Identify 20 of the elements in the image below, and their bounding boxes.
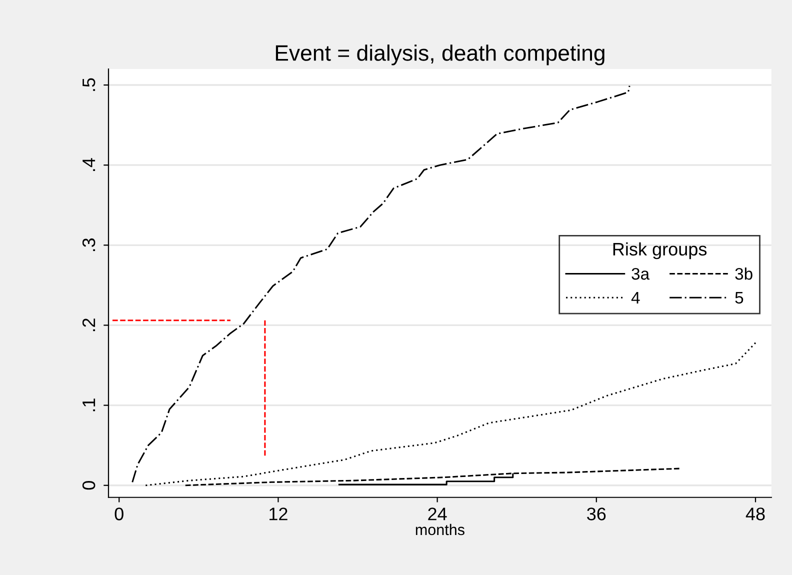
x-tick-label: 12: [270, 508, 288, 520]
y-tick-label: .3: [82, 238, 96, 252]
legend-label: 3a: [632, 268, 650, 280]
x-tick-label: 24: [428, 508, 447, 520]
legend-label: 3b: [735, 268, 752, 280]
y-tick-label: .4: [82, 158, 96, 171]
line-series: [184, 468, 681, 486]
chart-title: Event = dialysis, death competing: [276, 44, 604, 66]
x-axis-title: months: [416, 524, 464, 536]
legend-label: 4: [631, 292, 640, 304]
y-tick-label: 0: [82, 481, 96, 490]
x-tick-label: 0: [114, 508, 124, 520]
x-tick-label: 36: [587, 508, 606, 520]
x-tick-label: 48: [746, 508, 765, 520]
y-tick-label: .1: [82, 398, 96, 412]
y-tick-label: .5: [82, 78, 96, 91]
legend-title: Risk groups: [613, 242, 707, 260]
legend-label: 5: [735, 292, 744, 304]
y-tick-label: .2: [82, 318, 96, 332]
line-series: [144, 342, 756, 486]
